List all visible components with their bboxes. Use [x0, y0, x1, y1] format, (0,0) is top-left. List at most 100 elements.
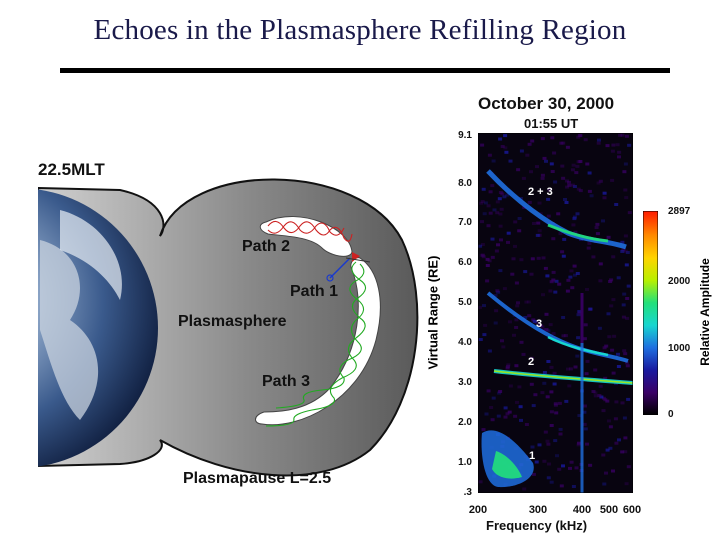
noise-pixel — [622, 349, 627, 353]
noise-pixel — [547, 188, 552, 192]
noise-pixel — [550, 170, 555, 173]
noise-pixel — [623, 352, 628, 356]
noise-pixel — [623, 188, 628, 192]
path3-label: Path 3 — [262, 373, 311, 390]
noise-pixel — [482, 333, 487, 337]
noise-pixel — [480, 200, 485, 204]
noise-pixel — [625, 297, 630, 300]
y-axis-title: Virtual Range (RE) — [425, 255, 441, 370]
noise-pixel — [524, 423, 529, 426]
noise-pixel — [571, 163, 576, 167]
noise-pixel — [540, 137, 545, 141]
noise-pixel — [498, 224, 503, 228]
noise-pixel — [624, 196, 629, 200]
noise-pixel — [597, 394, 602, 398]
noise-pixel — [545, 274, 550, 278]
noise-pixel — [496, 243, 500, 247]
plasmasphere-label: Plasmasphere — [178, 313, 287, 330]
noise-pixel — [490, 237, 495, 241]
noise-pixel — [508, 320, 512, 324]
noise-pixel — [577, 310, 582, 314]
noise-pixel — [583, 323, 588, 327]
noise-pixel — [622, 292, 627, 296]
noise-pixel — [480, 253, 485, 257]
noise-pixel — [495, 211, 500, 215]
noise-pixel — [578, 160, 583, 163]
noise-pixel — [484, 412, 489, 416]
noise-pixel — [567, 180, 571, 184]
noise-pixel — [536, 256, 541, 260]
noise-pixel — [513, 220, 518, 224]
noise-pixel — [575, 272, 580, 275]
noise-pixel — [606, 235, 611, 239]
noise-pixel — [558, 427, 563, 431]
spacecraft-antenna — [345, 257, 371, 263]
slide-title: Echoes in the Plasmasphere Refilling Reg… — [93, 14, 627, 46]
noise-pixel — [560, 250, 565, 254]
noise-pixel — [601, 453, 606, 457]
noise-pixel — [573, 230, 578, 234]
noise-pixel — [577, 311, 582, 315]
noise-pixel — [558, 432, 563, 436]
noise-pixel — [584, 372, 589, 376]
noise-pixel — [522, 487, 527, 491]
noise-pixel — [613, 417, 618, 421]
noise-pixel — [607, 419, 611, 423]
plot-time: 01:55 UT — [524, 116, 579, 131]
noise-pixel — [486, 204, 491, 208]
noise-pixel — [498, 269, 503, 273]
x-tick: 400 — [572, 504, 592, 516]
noise-pixel — [608, 425, 613, 429]
noise-pixel — [618, 133, 623, 137]
noise-pixel — [617, 438, 621, 442]
noise-pixel — [518, 405, 523, 409]
noise-pixel — [625, 316, 630, 320]
noise-pixel — [567, 384, 572, 388]
echo-label-2-3: 2 + 3 — [528, 186, 553, 198]
noise-pixel — [620, 401, 625, 405]
y-tick: 2.0 — [458, 417, 472, 428]
noise-pixel — [565, 179, 569, 183]
noise-pixel — [491, 159, 496, 163]
noise-pixel — [502, 287, 507, 291]
noise-pixel — [486, 224, 491, 228]
noise-pixel — [570, 286, 575, 290]
noise-pixel — [536, 221, 541, 225]
noise-pixel — [549, 280, 554, 284]
plot-date: October 30, 2000 — [478, 94, 615, 113]
noise-pixel — [549, 424, 554, 427]
noise-pixel — [574, 466, 579, 470]
noise-pixel — [480, 243, 485, 246]
noise-pixel — [517, 229, 522, 233]
noise-pixel — [504, 150, 509, 154]
noise-pixel — [500, 339, 504, 343]
noise-pixel — [583, 138, 588, 142]
noise-pixel — [542, 381, 547, 385]
noise-pixel — [599, 395, 604, 399]
noise-pixel — [575, 354, 580, 358]
noise-pixel — [566, 278, 571, 282]
path2-label: Path 2 — [242, 238, 291, 255]
noise-pixel — [626, 397, 631, 401]
noise-pixel — [553, 403, 558, 407]
noise-pixel — [605, 448, 610, 452]
noise-pixel — [603, 398, 608, 402]
noise-pixel — [602, 191, 607, 195]
noise-pixel — [537, 443, 542, 447]
noise-pixel — [517, 217, 522, 220]
noise-pixel — [565, 185, 570, 189]
noise-pixel — [573, 365, 578, 369]
noise-pixel — [490, 184, 495, 188]
noise-pixel — [623, 436, 628, 440]
noise-pixel — [501, 345, 506, 349]
noise-pixel — [496, 290, 501, 294]
echo-label-3: 3 — [536, 318, 543, 330]
noise-pixel — [620, 450, 625, 454]
noise-pixel — [612, 334, 617, 338]
noise-pixel — [577, 414, 582, 418]
noise-pixel — [589, 194, 594, 198]
noise-pixel — [551, 332, 556, 336]
noise-pixel — [488, 211, 493, 215]
noise-pixel — [572, 217, 577, 221]
noise-pixel — [586, 246, 591, 250]
